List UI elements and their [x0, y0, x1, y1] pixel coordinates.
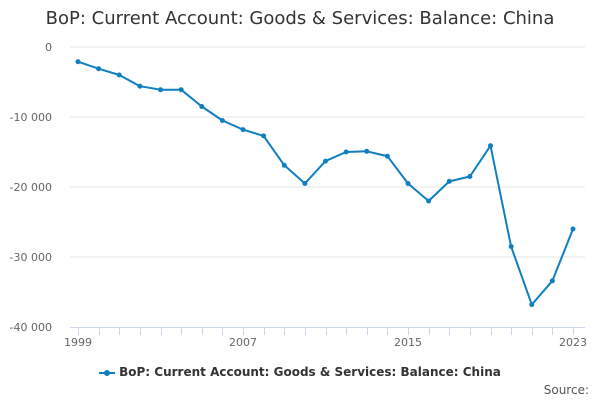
data-point[interactable] [302, 181, 308, 186]
data-point[interactable] [549, 278, 555, 284]
legend-label: BoP: Current Account: Goods & Services: … [119, 365, 501, 379]
data-point[interactable] [488, 143, 493, 149]
data-point[interactable] [570, 226, 576, 232]
y-tick-label: -30 000 [10, 251, 52, 264]
y-axis: 0 -10 000 -20 000 -30 000 -40 000 [10, 41, 52, 334]
source-credit[interactable]: Source: [543, 383, 589, 397]
data-point[interactable] [529, 302, 535, 308]
data-point[interactable] [261, 133, 267, 139]
data-point[interactable] [405, 181, 411, 186]
data-point[interactable] [323, 158, 328, 164]
y-tick-label: -10 000 [10, 111, 52, 124]
data-point[interactable] [240, 127, 246, 133]
data-point[interactable] [364, 148, 370, 154]
chart-title: BoP: Current Account: Goods & Services: … [45, 8, 555, 29]
x-tick-label: 2023 [559, 336, 587, 349]
data-point[interactable] [116, 72, 122, 78]
y-tick-label: 0 [45, 41, 52, 54]
x-tick-label: 2007 [229, 336, 257, 349]
legend-symbol [99, 368, 116, 378]
y-tick-label: -20 000 [10, 181, 52, 194]
data-point[interactable] [446, 178, 452, 184]
x-axis: 1999 2007 2015 2023 [64, 327, 587, 349]
data-point[interactable] [467, 174, 473, 179]
data-point[interactable] [75, 59, 81, 65]
series-layer [75, 59, 576, 308]
x-tick-label: 1999 [64, 336, 92, 349]
x-tick-label: 2015 [394, 336, 422, 349]
data-point[interactable] [199, 104, 205, 109]
data-point[interactable] [219, 118, 225, 123]
data-point[interactable] [158, 87, 163, 93]
data-point[interactable] [96, 66, 102, 72]
y-tick-label: -40 000 [10, 321, 52, 334]
data-point[interactable] [508, 244, 514, 249]
legend[interactable]: BoP: Current Account: Goods & Services: … [0, 365, 600, 379]
series-line[interactable] [77, 60, 574, 306]
data-point[interactable] [343, 149, 349, 155]
data-point[interactable] [426, 198, 432, 204]
data-point[interactable] [384, 153, 390, 159]
data-point[interactable] [178, 87, 184, 93]
legend-marker [104, 369, 111, 376]
data-point[interactable] [281, 162, 287, 168]
data-point[interactable] [137, 83, 143, 89]
